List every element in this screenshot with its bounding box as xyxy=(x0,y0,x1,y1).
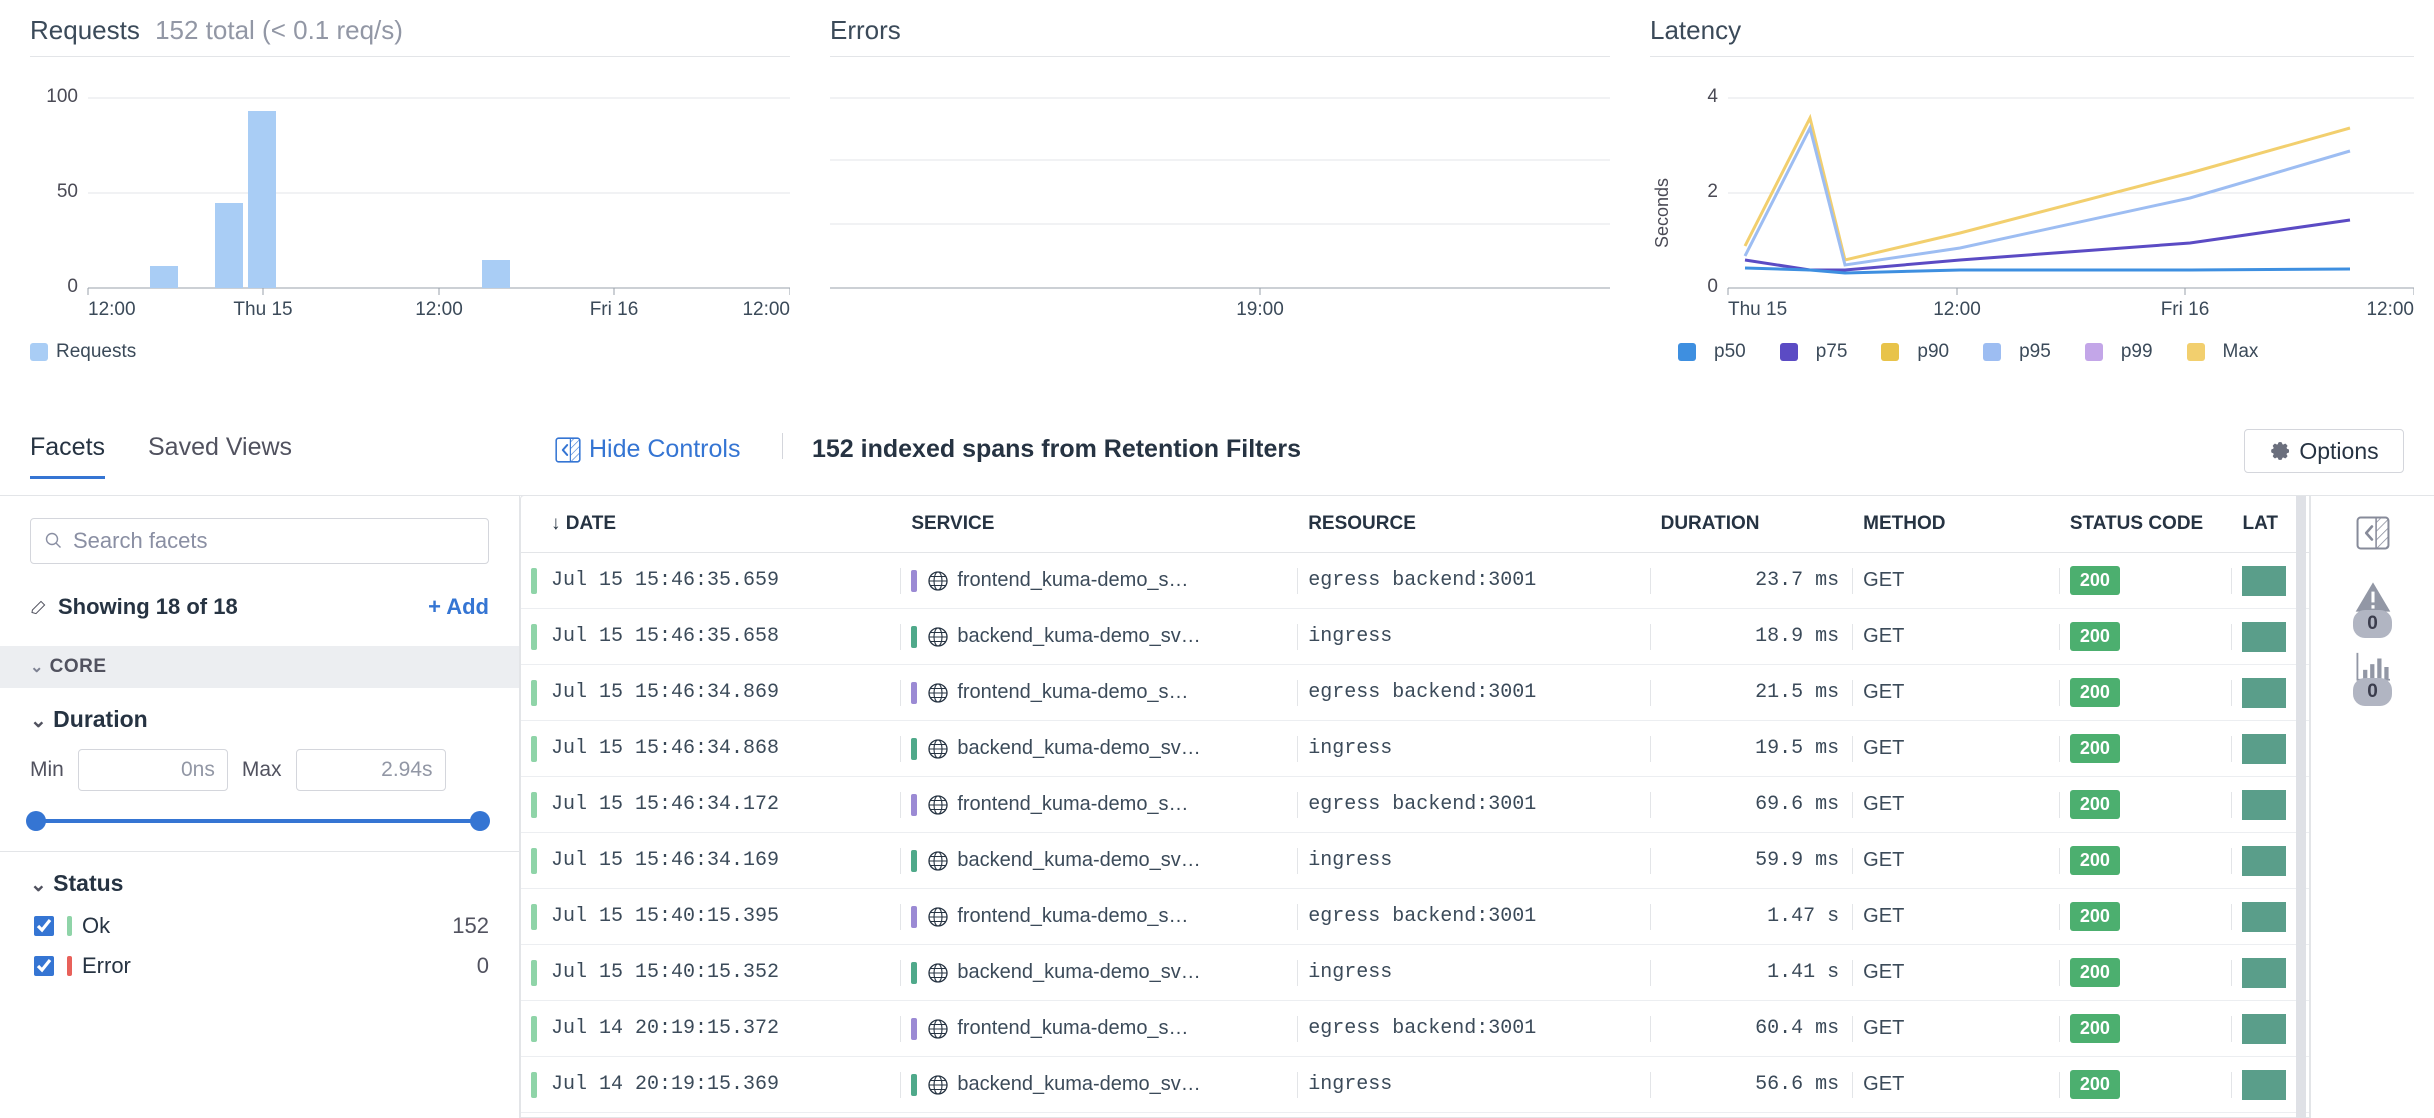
svg-text:0: 0 xyxy=(1707,276,1718,297)
svg-text:12:00: 12:00 xyxy=(2366,299,2414,320)
svg-text:4: 4 xyxy=(1707,86,1718,107)
svg-text:12:00: 12:00 xyxy=(742,299,790,320)
svg-text:12:00: 12:00 xyxy=(88,299,136,320)
svg-text:0: 0 xyxy=(67,276,78,297)
svg-text:Thu 15: Thu 15 xyxy=(233,299,292,320)
svg-text:Fri 16: Fri 16 xyxy=(2161,299,2210,320)
svg-text:Seconds: Seconds xyxy=(1652,178,1672,248)
svg-text:2: 2 xyxy=(1707,181,1718,202)
svg-text:12:00: 12:00 xyxy=(415,299,463,320)
svg-text:12:00: 12:00 xyxy=(1933,299,1981,320)
svg-text:Fri 16: Fri 16 xyxy=(590,299,639,320)
svg-text:100: 100 xyxy=(46,86,78,107)
svg-text:Thu 15: Thu 15 xyxy=(1728,299,1787,320)
svg-text:19:00: 19:00 xyxy=(1236,299,1284,320)
svg-text:50: 50 xyxy=(57,181,78,202)
